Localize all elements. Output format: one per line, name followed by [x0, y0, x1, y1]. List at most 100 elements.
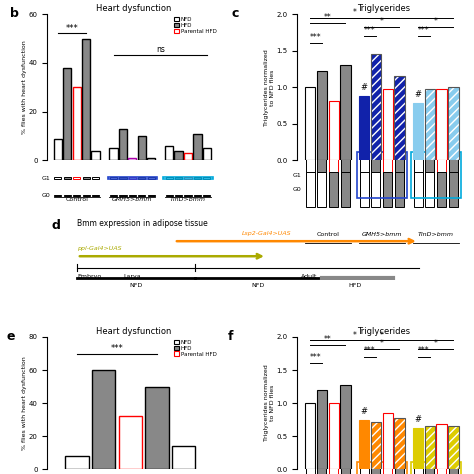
Bar [129, 177, 136, 179]
Bar [165, 195, 173, 196]
Text: Lsp2-Gal4>UAS: Lsp2-Gal4>UAS [241, 231, 291, 236]
Text: ***: *** [364, 346, 376, 356]
Text: **: ** [324, 12, 332, 21]
Bar [305, 403, 315, 469]
Bar [371, 55, 381, 161]
Bar [92, 177, 99, 179]
Text: b: b [9, 7, 18, 20]
Bar [118, 416, 142, 469]
Text: ***: *** [310, 353, 322, 362]
Bar [73, 177, 80, 179]
Title: Heart dysfunction: Heart dysfunction [96, 4, 171, 13]
Bar [318, 466, 327, 474]
Bar [425, 426, 435, 469]
Bar [357, 462, 407, 474]
Text: ***: *** [110, 345, 123, 354]
Bar [371, 157, 381, 193]
Bar [73, 195, 80, 196]
Bar [119, 195, 127, 196]
Bar [413, 103, 423, 161]
Text: ***: *** [65, 24, 78, 33]
Bar [425, 426, 435, 469]
Text: d: d [52, 219, 61, 232]
Bar [340, 65, 351, 161]
Text: ***: *** [418, 26, 430, 35]
Text: *: * [380, 330, 383, 339]
Bar [413, 428, 423, 469]
Bar [394, 76, 404, 161]
Text: Larva: Larva [123, 274, 141, 279]
Title: Triglycerides: Triglycerides [356, 327, 410, 336]
Bar [317, 390, 327, 469]
Bar [82, 195, 90, 196]
Bar [449, 157, 458, 193]
Text: *: * [380, 8, 383, 17]
Bar [175, 177, 182, 179]
Bar [383, 89, 393, 161]
Bar [194, 195, 201, 196]
Bar [448, 87, 458, 161]
Text: G1: G1 [292, 173, 301, 178]
Bar [414, 157, 423, 193]
Bar [411, 462, 461, 474]
Text: *: * [434, 17, 438, 26]
Bar [138, 177, 146, 179]
Bar [449, 172, 458, 208]
Bar [73, 87, 81, 161]
Text: HFD: HFD [349, 283, 362, 288]
Title: Triglycerides: Triglycerides [356, 4, 410, 13]
Bar [110, 177, 117, 179]
Y-axis label: % flies with heart dysfunction: % flies with heart dysfunction [22, 356, 27, 450]
Bar [437, 172, 446, 208]
Bar [425, 157, 434, 193]
Text: #: # [361, 83, 368, 92]
Bar [383, 157, 392, 193]
Bar [146, 387, 169, 469]
Bar [448, 426, 458, 469]
Bar [328, 100, 339, 161]
Bar [91, 151, 100, 161]
Text: Embryo: Embryo [77, 274, 101, 279]
Bar [411, 152, 461, 198]
Bar [437, 466, 446, 474]
Bar [425, 466, 434, 474]
Bar [317, 71, 327, 161]
Bar [329, 466, 338, 474]
Text: *: * [353, 8, 357, 17]
Bar [341, 157, 350, 193]
Bar [318, 172, 327, 208]
Bar [147, 177, 155, 179]
Bar [63, 68, 72, 161]
Text: e: e [6, 330, 15, 343]
Text: GMH5>bmm: GMH5>bmm [362, 232, 402, 237]
Bar [371, 421, 381, 469]
Bar [147, 195, 155, 196]
Text: c: c [232, 7, 239, 20]
Bar [425, 89, 435, 161]
Bar [359, 419, 369, 469]
Bar [371, 55, 381, 161]
Y-axis label: Triglycerides normalized
to NFD flies: Triglycerides normalized to NFD flies [264, 49, 275, 126]
Bar [371, 466, 381, 474]
Bar [329, 172, 338, 208]
Text: NFD: NFD [252, 283, 265, 288]
Bar [341, 466, 350, 474]
Bar [82, 177, 90, 179]
Bar [138, 195, 146, 196]
Bar [395, 172, 404, 208]
Bar [394, 418, 404, 469]
Text: Adult: Adult [301, 274, 317, 279]
Bar [341, 172, 350, 208]
Bar [395, 466, 404, 474]
Bar [184, 195, 191, 196]
Text: *: * [380, 338, 383, 347]
Text: GMH5>bmm: GMH5>bmm [112, 197, 153, 202]
Text: ***: *** [364, 26, 376, 35]
Bar [306, 157, 315, 193]
Bar [165, 146, 173, 161]
Bar [109, 148, 118, 161]
Bar [449, 466, 458, 474]
Bar [184, 177, 191, 179]
Bar [54, 195, 62, 196]
Text: TinD>bmm: TinD>bmm [170, 197, 206, 202]
